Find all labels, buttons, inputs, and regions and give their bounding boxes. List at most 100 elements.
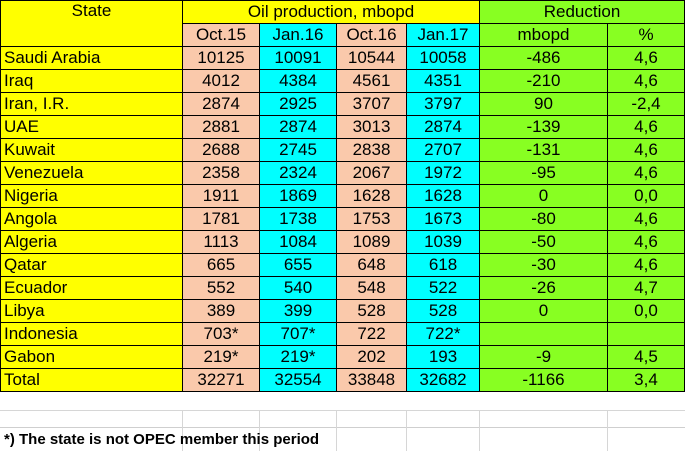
table-row: Iran, I.R. 2874 2925 3707 3797 90 -2,4: [0, 92, 685, 116]
jan16-cell: 4384: [259, 69, 337, 93]
jan16-cell: 2324: [259, 161, 337, 185]
jan16-cell: 540: [259, 276, 337, 300]
jan16-cell: 1869: [259, 184, 337, 208]
table-row: Iraq 4012 4384 4561 4351 -210 4,6: [0, 69, 685, 93]
jan17-cell: 1039: [406, 230, 480, 254]
jan16-cell: 2925: [259, 92, 337, 116]
reduction-mbopd-cell: 90: [479, 92, 608, 116]
jan17-cell: 2874: [406, 115, 480, 139]
jan17-cell: 32682: [406, 368, 480, 392]
jan16-cell: 32554: [259, 368, 337, 392]
reduction-mbopd-cell: 0: [479, 299, 608, 323]
state-cell: Iran, I.R.: [0, 92, 183, 116]
oct15-cell: 4012: [182, 69, 260, 93]
jan17-cell: 10058: [406, 46, 480, 70]
state-cell: Iraq: [0, 69, 183, 93]
reduction-mbopd-cell: -486: [479, 46, 608, 70]
oct15-cell: 703*: [182, 322, 260, 346]
reduction-mbopd-cell: -9: [479, 345, 608, 369]
table-row: Algeria 1113 1084 1089 1039 -50 4,6: [0, 230, 685, 254]
oct15-cell: 10125: [182, 46, 260, 70]
reduction-mbopd-cell: -30: [479, 253, 608, 277]
oct16-cell: 1089: [336, 230, 407, 254]
reduction-mbopd-cell: -210: [479, 69, 608, 93]
state-cell: Saudi Arabia: [0, 46, 183, 70]
jan16-cell: 655: [259, 253, 337, 277]
jan17-cell: 528: [406, 299, 480, 323]
oct15-cell: 219*: [182, 345, 260, 369]
jan17-cell: 1673: [406, 207, 480, 231]
state-cell: Algeria: [0, 230, 183, 254]
oct16-cell: 548: [336, 276, 407, 300]
oct16-header: Oct.16: [336, 23, 407, 47]
state-header: State: [0, 0, 183, 47]
sheet-gridline: [0, 410, 685, 411]
reduction-percent-cell: 4,6: [607, 69, 685, 93]
table-row: Angola 1781 1738 1753 1673 -80 4,6: [0, 207, 685, 231]
table-row: Gabon 219* 219* 202 193 -9 4,5: [0, 345, 685, 369]
reduction-percent-cell: 4,6: [607, 115, 685, 139]
jan16-cell: 1738: [259, 207, 337, 231]
jan16-cell: 219*: [259, 345, 337, 369]
reduction-percent-cell: 4,6: [607, 161, 685, 185]
reduction-percent-cell: 4,6: [607, 207, 685, 231]
oct16-cell: 10544: [336, 46, 407, 70]
state-cell: Nigeria: [0, 184, 183, 208]
oct16-cell: 4561: [336, 69, 407, 93]
table-row: Qatar 665 655 648 618 -30 4,6: [0, 253, 685, 277]
reduction-mbopd-cell: 0: [479, 184, 608, 208]
state-cell: UAE: [0, 115, 183, 139]
oct16-cell: 2838: [336, 138, 407, 162]
state-cell: Libya: [0, 299, 183, 323]
oct15-cell: 552: [182, 276, 260, 300]
reduction-percent-cell: 4,6: [607, 46, 685, 70]
oct16-cell: 33848: [336, 368, 407, 392]
reduction-percent-cell: 4,5: [607, 345, 685, 369]
table-row: Kuwait 2688 2745 2838 2707 -131 4,6: [0, 138, 685, 162]
oct15-cell: 2881: [182, 115, 260, 139]
header-row-sub: Oct.15 Jan.16 Oct.16 Jan.17 mbopd %: [1, 23, 685, 47]
oct16-cell: 202: [336, 345, 407, 369]
oct15-cell: 2358: [182, 161, 260, 185]
sheet-gridline: [336, 410, 337, 451]
state-cell: Angola: [0, 207, 183, 231]
table-row: Saudi Arabia 10125 10091 10544 10058 -486 4,6: [0, 46, 685, 70]
oct15-cell: 2688: [182, 138, 260, 162]
sheet-gridline: [607, 410, 608, 451]
percent-header: %: [607, 23, 685, 47]
oct15-cell: 665: [182, 253, 260, 277]
oct16-cell: 528: [336, 299, 407, 323]
table-row: Libya 389 399 528 528 0 0,0: [0, 299, 685, 323]
table-row: Nigeria 1911 1869 1628 1628 0 0,0: [0, 184, 685, 208]
state-cell: Gabon: [0, 345, 183, 369]
jan17-cell: 522: [406, 276, 480, 300]
state-cell: Total: [0, 368, 183, 392]
sheet-gridline: [182, 410, 183, 451]
reduction-percent-cell: 4,7: [607, 276, 685, 300]
sheet-gridline: [259, 410, 260, 451]
reduction-percent-cell: 4,6: [607, 230, 685, 254]
footnote-row: [0, 427, 685, 452]
reduction-percent-cell: 0,0: [607, 184, 685, 208]
jan16-cell: 10091: [259, 46, 337, 70]
oct16-cell: 3013: [336, 115, 407, 139]
reduction-percent-cell: 3,4: [607, 368, 685, 392]
sheet-gridline: [479, 410, 480, 451]
reduction-mbopd-cell: -1166: [479, 368, 608, 392]
header-row-top: State Oil production, mbopd Reduction: [0, 0, 685, 47]
oct15-cell: 1911: [182, 184, 260, 208]
reduction-percent-cell: 4,6: [607, 138, 685, 162]
reduction-mbopd-cell: -139: [479, 115, 608, 139]
jan17-cell: 2707: [406, 138, 480, 162]
jan17-cell: 4351: [406, 69, 480, 93]
jan16-cell: 399: [259, 299, 337, 323]
oct15-cell: 1113: [182, 230, 260, 254]
oct15-cell: 2874: [182, 92, 260, 116]
state-cell: Kuwait: [0, 138, 183, 162]
reduction-mbopd-cell: -131: [479, 138, 608, 162]
jan17-cell: 1972: [406, 161, 480, 185]
table-row: Venezuela 2358 2324 2067 1972 -95 4,6: [0, 161, 685, 185]
jan17-header: Jan.17: [406, 23, 480, 47]
oct15-header: Oct.15: [182, 23, 260, 47]
jan16-cell: 2745: [259, 138, 337, 162]
